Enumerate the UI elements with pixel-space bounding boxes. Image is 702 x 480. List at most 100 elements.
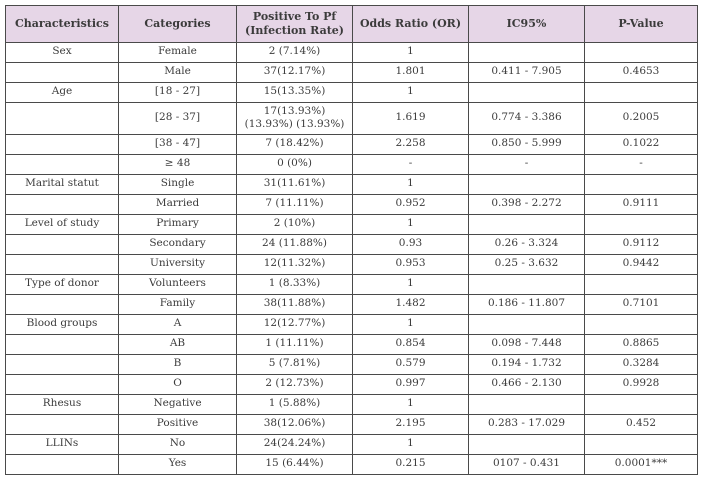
cell-p-value: 0.2005 xyxy=(584,101,698,135)
table-row: LLINs No 24(24.24%) 1 xyxy=(5,433,698,455)
cell-positive-to-pf: 17(13.93%) (13.93%) (13.93%) xyxy=(236,101,353,135)
cell-category: Male xyxy=(118,61,237,83)
cell-ic95: 0.283 - 17.029 xyxy=(468,413,585,435)
cell-positive-to-pf: 7 (11.11%) xyxy=(236,193,353,215)
table-row: Family 38(11.88%) 1.482 0.186 - 11.807 0… xyxy=(5,293,698,315)
cell-positive-to-pf: 24 (11.88%) xyxy=(236,233,353,255)
cell-characteristic: Type of donor xyxy=(5,273,119,295)
table-row: Male 37(12.17%) 1.801 0.411 - 7.905 0.46… xyxy=(5,61,698,83)
cell-category: No xyxy=(118,433,237,455)
cell-p-value: 0.7101 xyxy=(584,293,698,315)
cell-characteristic xyxy=(5,61,119,83)
cell-odds-ratio: 0.997 xyxy=(352,373,469,395)
cell-ic95: 0.26 - 3.324 xyxy=(468,233,585,255)
cell-category: B xyxy=(118,353,237,375)
cell-odds-ratio: 2.258 xyxy=(352,133,469,155)
cell-positive-to-pf: 12(12.77%) xyxy=(236,313,353,335)
cell-positive-to-pf: 0 (0%) xyxy=(236,153,353,175)
cell-category: AB xyxy=(118,333,237,355)
table-row: Positive 38(12.06%) 2.195 0.283 - 17.029… xyxy=(5,413,698,435)
table-row: Rhesus Negative 1 (5.88%) 1 xyxy=(5,393,698,415)
cell-category: Family xyxy=(118,293,237,315)
table-row: Sex Female 2 (7.14%) 1 xyxy=(5,41,698,63)
cell-p-value: 0.9928 xyxy=(584,373,698,395)
cell-positive-to-pf: 1 (5.88%) xyxy=(236,393,353,415)
table-row: O 2 (12.73%) 0.997 0.466 - 2.130 0.9928 xyxy=(5,373,698,395)
cell-p-value xyxy=(584,213,698,235)
table-row: [38 - 47] 7 (18.42%) 2.258 0.850 - 5.999… xyxy=(5,133,698,155)
table-row: B 5 (7.81%) 0.579 0.194 - 1.732 0.3284 xyxy=(5,353,698,375)
table-row: ≥ 48 0 (0%) - - - xyxy=(5,153,698,175)
cell-p-value xyxy=(584,313,698,335)
cell-ic95 xyxy=(468,41,585,63)
cell-category: University xyxy=(118,253,237,275)
table-row: Marital statut Single 31(11.61%) 1 xyxy=(5,173,698,195)
cell-odds-ratio: 2.195 xyxy=(352,413,469,435)
cell-characteristic xyxy=(5,453,119,475)
cell-characteristic: Blood groups xyxy=(5,313,119,335)
statistics-table: Characteristics Categories Positive To P… xyxy=(5,5,698,475)
cell-odds-ratio: 0.579 xyxy=(352,353,469,375)
cell-characteristic: Marital statut xyxy=(5,173,119,195)
cell-ic95 xyxy=(468,393,585,415)
cell-characteristic xyxy=(5,293,119,315)
table-row: AB 1 (11.11%) 0.854 0.098 - 7.448 0.8865 xyxy=(5,333,698,355)
cell-characteristic: Level of study xyxy=(5,213,119,235)
cell-p-value: 0.8865 xyxy=(584,333,698,355)
cell-characteristic xyxy=(5,233,119,255)
cell-ic95: 0.25 - 3.632 xyxy=(468,253,585,275)
cell-odds-ratio: - xyxy=(352,153,469,175)
cell-odds-ratio: 1 xyxy=(352,173,469,195)
cell-ic95: 0.194 - 1.732 xyxy=(468,353,585,375)
cell-ic95: 0.398 - 2.272 xyxy=(468,193,585,215)
table-row: Level of study Primary 2 (10%) 1 xyxy=(5,213,698,235)
cell-odds-ratio: 1 xyxy=(352,213,469,235)
table-row: Age [18 - 27] 15(13.35%) 1 xyxy=(5,81,698,103)
col-header-characteristics: Characteristics xyxy=(5,5,119,43)
header-row: Characteristics Categories Positive To P… xyxy=(5,5,698,43)
cell-ic95: 0.466 - 2.130 xyxy=(468,373,585,395)
cell-p-value: 0.4653 xyxy=(584,61,698,83)
cell-characteristic xyxy=(5,153,119,175)
cell-characteristic: Rhesus xyxy=(5,393,119,415)
cell-odds-ratio: 0.953 xyxy=(352,253,469,275)
cell-p-value xyxy=(584,273,698,295)
cell-positive-to-pf: 15(13.35%) xyxy=(236,81,353,103)
cell-odds-ratio: 0.952 xyxy=(352,193,469,215)
cell-characteristic: LLINs xyxy=(5,433,119,455)
cell-category: A xyxy=(118,313,237,335)
table-row: University 12(11.32%) 0.953 0.25 - 3.632… xyxy=(5,253,698,275)
cell-positive-to-pf: 2 (10%) xyxy=(236,213,353,235)
cell-odds-ratio: 0.93 xyxy=(352,233,469,255)
cell-ic95: 0107 - 0.431 xyxy=(468,453,585,475)
col-header-positive-to-pf: Positive To Pf (Infection Rate) xyxy=(236,5,353,43)
cell-odds-ratio: 1 xyxy=(352,81,469,103)
cell-ic95 xyxy=(468,213,585,235)
cell-ic95: 0.850 - 5.999 xyxy=(468,133,585,155)
cell-p-value xyxy=(584,81,698,103)
cell-positive-to-pf: 2 (12.73%) xyxy=(236,373,353,395)
cell-category: ≥ 48 xyxy=(118,153,237,175)
cell-ic95: 0.411 - 7.905 xyxy=(468,61,585,83)
cell-category: [28 - 37] xyxy=(118,101,237,135)
cell-odds-ratio: 1.482 xyxy=(352,293,469,315)
cell-positive-to-pf: 1 (11.11%) xyxy=(236,333,353,355)
cell-characteristic xyxy=(5,101,119,135)
cell-odds-ratio: 1 xyxy=(352,393,469,415)
cell-characteristic xyxy=(5,193,119,215)
cell-positive-to-pf: 1 (8.33%) xyxy=(236,273,353,295)
col-header-p-value: P-Value xyxy=(584,5,698,43)
cell-category: Primary xyxy=(118,213,237,235)
cell-category: O xyxy=(118,373,237,395)
cell-category: Single xyxy=(118,173,237,195)
cell-ic95: 0.774 - 3.386 xyxy=(468,101,585,135)
cell-p-value: 0.9112 xyxy=(584,233,698,255)
cell-characteristic xyxy=(5,253,119,275)
cell-category: Volunteers xyxy=(118,273,237,295)
cell-odds-ratio: 1.801 xyxy=(352,61,469,83)
cell-p-value: 0.9111 xyxy=(584,193,698,215)
cell-characteristic xyxy=(5,413,119,435)
cell-positive-to-pf: 15 (6.44%) xyxy=(236,453,353,475)
cell-positive-to-pf: 24(24.24%) xyxy=(236,433,353,455)
cell-category: Yes xyxy=(118,453,237,475)
